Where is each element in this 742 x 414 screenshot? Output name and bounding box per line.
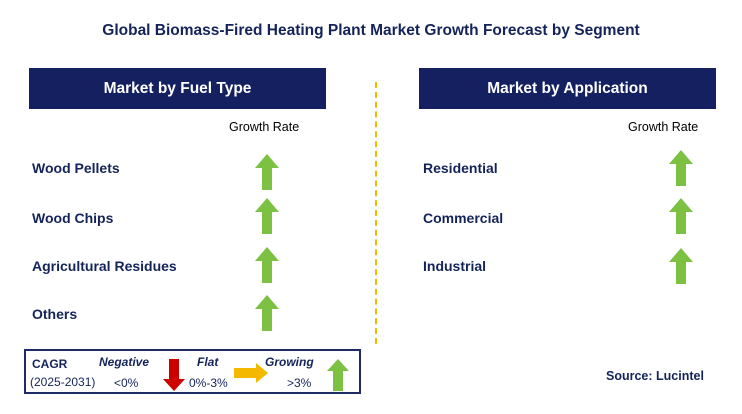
growing-arrow-icon	[327, 359, 349, 391]
legend-negative-label: Negative	[99, 355, 150, 369]
application-row-label: Residential	[423, 160, 498, 176]
fuel-type-header: Market by Fuel Type	[29, 68, 326, 109]
fuel-type-row-label: Agricultural Residues	[32, 258, 177, 274]
growing-arrow-icon	[255, 295, 279, 331]
flat-arrow-icon	[234, 363, 268, 383]
fuel-type-growth-rate-label: Growth Rate	[229, 120, 300, 134]
application-row-label: Commercial	[423, 210, 504, 226]
growing-arrow-icon	[255, 247, 279, 283]
fuel-type-row-label: Wood Pellets	[32, 160, 120, 176]
legend-growing-label: Growing	[265, 355, 314, 369]
source-label: Source: Lucintel	[606, 369, 704, 383]
legend-period: (2025-2031)	[30, 375, 96, 389]
legend-flat-range: 0%-3%	[189, 376, 228, 390]
fuel-type-row-label: Wood Chips	[32, 210, 114, 226]
legend-negative-range: <0%	[114, 376, 139, 390]
application-row-label: Industrial	[423, 258, 487, 274]
growing-arrow-icon	[669, 198, 693, 234]
growing-arrow-icon	[669, 150, 693, 186]
legend-flat-label: Flat	[197, 355, 219, 369]
cagr-legend: CAGR (2025-2031) Negative <0% Flat 0%-3%…	[24, 349, 361, 394]
application-growth-rate-label: Growth Rate	[628, 120, 699, 134]
panel-divider	[375, 82, 377, 344]
growing-arrow-icon	[255, 198, 279, 234]
legend-cagr-label: CAGR	[32, 357, 68, 371]
negative-arrow-icon	[163, 359, 185, 391]
legend-growing-range: >3%	[287, 376, 312, 390]
chart-title: Global Biomass-Fired Heating Plant Marke…	[102, 22, 640, 39]
fuel-type-row-label: Others	[32, 306, 78, 322]
application-header: Market by Application	[419, 68, 716, 109]
growing-arrow-icon	[255, 154, 279, 190]
growing-arrow-icon	[669, 248, 693, 284]
